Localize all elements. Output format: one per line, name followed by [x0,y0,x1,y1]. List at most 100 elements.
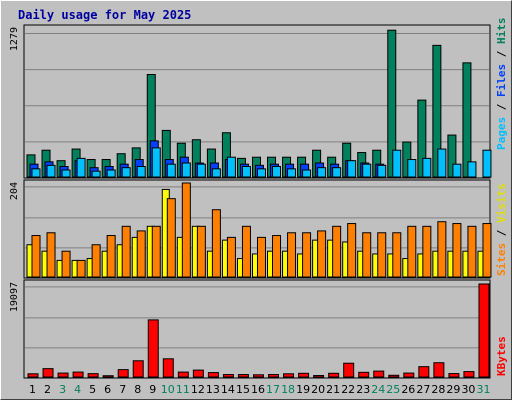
bar-sites-day-10 [166,198,176,278]
bar-sites-day-29 [452,223,462,278]
bar-sites-day-3 [61,250,71,278]
bar-pages-day-18 [287,168,297,178]
bar-hits-day-27 [417,99,427,178]
x-tick-label-day-4: 4 [74,383,81,396]
legend-entry: Visits [495,183,508,223]
bar-kbytes-day-9 [147,319,159,378]
x-tick-label-day-26: 26 [401,383,415,396]
bar-pages-day-28 [437,148,447,178]
bar-kbytes-day-21 [328,372,340,378]
bar-pages-day-3 [61,169,71,178]
bar-sites-day-27 [422,225,432,278]
bar-pages-day-20 [317,167,327,178]
bar-sites-day-5 [91,244,101,278]
bar-sites-day-1 [31,235,41,278]
bar-kbytes-day-13 [207,372,219,378]
bar-sites-day-23 [362,232,372,278]
bar-kbytes-day-6 [102,375,114,378]
bar-sites-day-26 [407,225,417,278]
x-tick-label-day-24: 24 [371,383,385,396]
bar-pages-day-7 [121,167,131,178]
x-tick-label-day-2: 2 [44,383,51,396]
bar-kbytes-day-11 [177,371,189,378]
legend-middle: Sites / Visits [495,183,508,276]
panel-visits-sites: 204 [9,179,492,279]
bar-pages-day-12 [196,163,206,178]
x-tick-label-day-19: 19 [296,383,310,396]
panel-kbytes: 19097 [9,279,491,379]
x-tick-label-day-11: 11 [176,383,190,396]
legend-entry: Sites [495,243,508,276]
bar-sites-day-28 [437,221,447,278]
bar-pages-day-8 [136,166,146,178]
bar-pages-day-17 [272,166,282,178]
x-tick-label-day-29: 29 [446,383,460,396]
bar-pages-day-10 [166,163,176,178]
bar-kbytes-day-29 [448,373,460,378]
bar-sites-day-14 [226,236,236,278]
legend-top: Pages / Files / Hits [495,18,508,151]
bar-kbytes-day-30 [463,371,475,378]
bar-pages-day-2 [46,164,56,178]
bar-pages-day-23 [362,163,372,178]
bar-kbytes-day-23 [358,371,370,378]
bar-sites-day-17 [272,235,282,278]
bar-pages-day-11 [181,162,191,178]
bar-kbytes-day-26 [403,372,415,378]
bar-pages-day-16 [256,168,266,178]
bar-pages-day-1 [31,168,41,178]
bar-pages-day-27 [422,157,432,178]
panel-hits-files-pages: 1279 [9,24,492,179]
bar-kbytes-day-16 [252,374,264,378]
bar-kbytes-day-8 [132,360,144,378]
bar-sites-day-24 [377,232,387,278]
legend-entry: Hits [495,18,508,45]
bar-kbytes-day-12 [192,369,204,378]
bar-sites-day-8 [136,230,146,278]
x-tick-label-day-30: 30 [461,383,475,396]
bar-pages-day-6 [106,169,116,178]
bar-sites-day-30 [467,225,477,278]
bar-kbytes-day-4 [72,371,84,378]
x-tick-label-day-17: 17 [266,383,280,396]
legend-entry: KBytes [495,336,508,376]
legend-entry: / [495,44,508,64]
bar-sites-day-22 [347,223,357,278]
bar-pages-day-22 [347,160,357,178]
bar-kbytes-day-25 [388,374,400,378]
x-tick-label-day-21: 21 [326,383,340,396]
bar-sites-day-6 [106,235,116,278]
x-tick-label-day-7: 7 [119,383,126,396]
bar-kbytes-day-22 [343,362,355,378]
x-tick-label-day-25: 25 [386,383,400,396]
bar-pages-day-26 [407,159,417,178]
x-tick-label-day-23: 23 [356,383,370,396]
legend-entry: / [495,97,508,117]
bar-kbytes-day-20 [313,375,325,378]
x-tick-label-day-22: 22 [341,383,355,396]
bar-sites-day-16 [256,236,266,278]
y-max-label: 19097 [9,282,20,312]
bar-kbytes-day-17 [268,374,280,378]
panel-plot-area [23,279,491,379]
bar-pages-day-19 [302,169,312,178]
bar-sites-day-25 [392,232,402,278]
legend-entry: Files [495,64,508,97]
bar-sites-day-19 [302,232,312,278]
x-tick-label-day-6: 6 [104,383,111,396]
bar-kbytes-day-28 [433,362,445,378]
x-tick-label-day-16: 16 [251,383,265,396]
x-tick-label-day-9: 9 [149,383,156,396]
bar-pages-day-15 [241,166,251,178]
x-tick-label-day-15: 15 [236,383,250,396]
bar-pages-day-5 [91,170,101,178]
bar-pages-day-21 [332,167,342,178]
bar-pages-day-14 [226,156,236,178]
y-max-label: 204 [9,182,20,200]
bar-sites-day-2 [46,232,56,278]
bar-pages-day-9 [151,147,161,178]
legend-entry: / [495,223,508,243]
bar-sites-day-18 [287,232,297,278]
x-tick-label-day-8: 8 [134,383,141,396]
